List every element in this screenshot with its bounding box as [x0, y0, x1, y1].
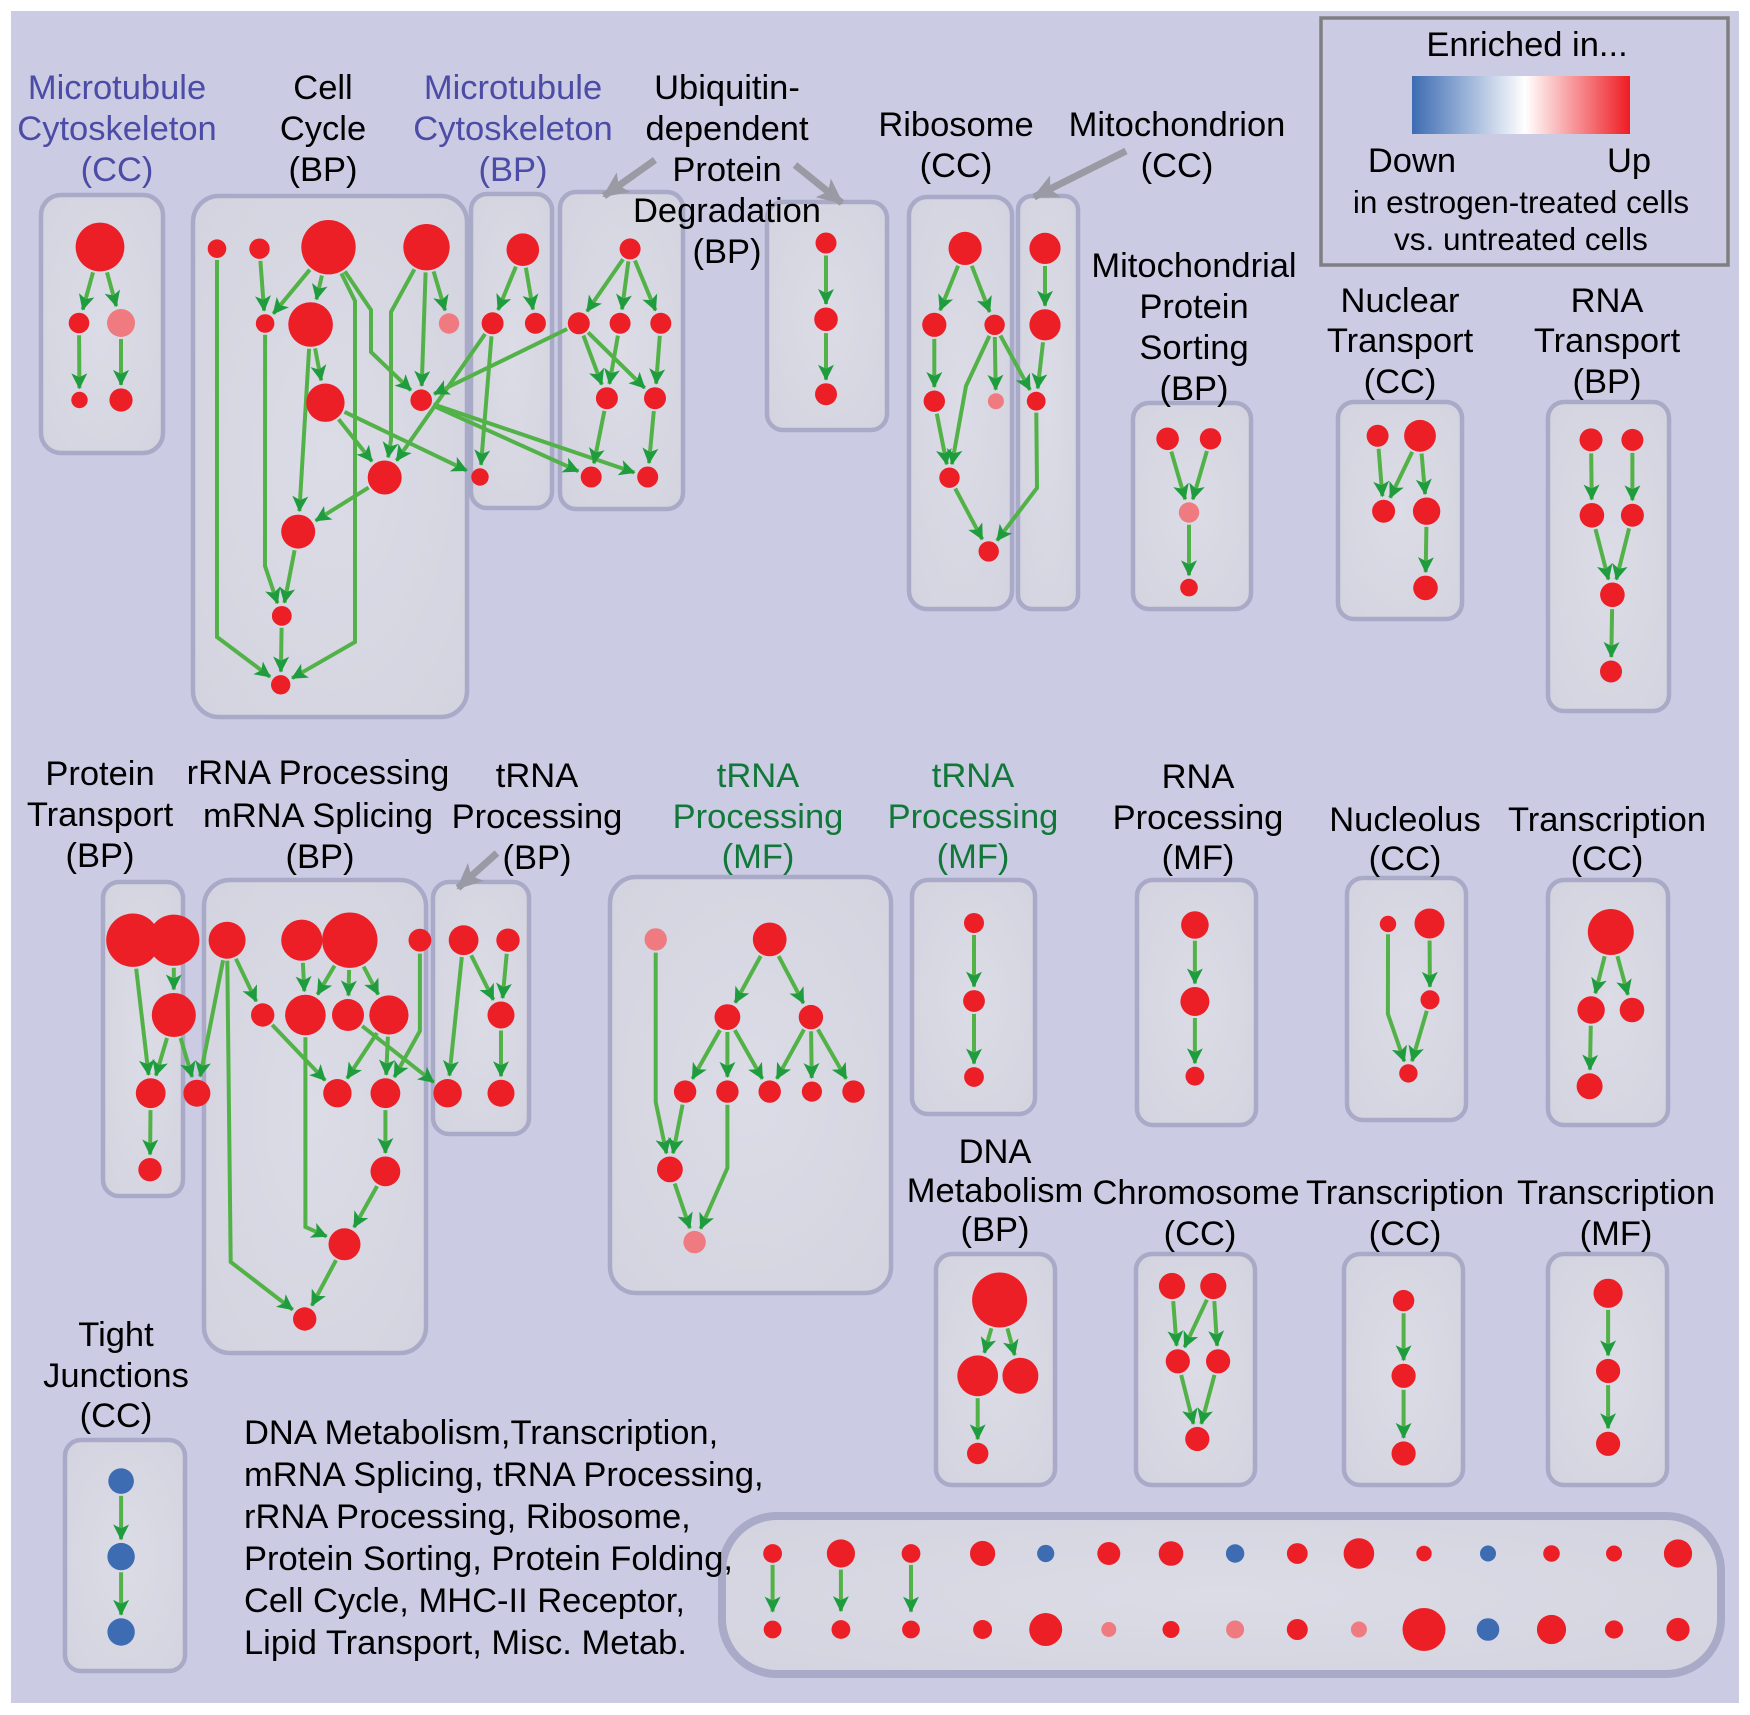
svg-text:Cell: Cell — [293, 69, 352, 107]
svg-text:Processing: Processing — [673, 798, 844, 836]
svg-text:(BP): (BP) — [479, 151, 548, 189]
svg-text:Metabolism: Metabolism — [907, 1172, 1083, 1210]
svg-text:(CC): (CC) — [1364, 363, 1437, 401]
svg-text:Ribosome: Ribosome — [878, 106, 1033, 144]
svg-text:(BP): (BP) — [1573, 363, 1642, 401]
svg-text:(BP): (BP) — [1160, 370, 1229, 408]
svg-text:Microtubule: Microtubule — [28, 69, 206, 107]
svg-text:rRNA Processing, Ribosome,: rRNA Processing, Ribosome, — [244, 1498, 691, 1536]
svg-text:(CC): (CC) — [1571, 840, 1644, 878]
svg-text:(MF): (MF) — [1162, 839, 1235, 877]
svg-text:Protein: Protein — [45, 755, 154, 793]
svg-text:Cytoskeleton: Cytoskeleton — [17, 110, 216, 148]
svg-text:Nuclear: Nuclear — [1341, 282, 1460, 320]
svg-text:in estrogen-treated cells: in estrogen-treated cells — [1353, 184, 1689, 220]
svg-text:rRNA Processing: rRNA Processing — [187, 754, 450, 792]
svg-text:Tight: Tight — [78, 1316, 154, 1354]
svg-text:Sorting: Sorting — [1139, 329, 1248, 367]
svg-text:Cell Cycle, MHC-II Receptor,: Cell Cycle, MHC-II Receptor, — [244, 1582, 685, 1620]
svg-text:Ubiquitin-: Ubiquitin- — [654, 69, 800, 107]
svg-text:(CC): (CC) — [81, 151, 154, 189]
svg-text:vs. untreated cells: vs. untreated cells — [1394, 221, 1648, 257]
svg-text:Transcription: Transcription — [1508, 801, 1706, 839]
svg-text:Degradation: Degradation — [633, 192, 821, 230]
svg-text:Processing: Processing — [452, 798, 623, 836]
svg-text:(BP): (BP) — [286, 838, 355, 876]
svg-text:Transport: Transport — [1534, 322, 1681, 360]
svg-text:Protein: Protein — [672, 151, 781, 189]
svg-text:Processing: Processing — [1113, 799, 1284, 837]
svg-text:(CC): (CC) — [1164, 1215, 1237, 1253]
svg-text:(BP): (BP) — [66, 837, 135, 875]
svg-text:RNA: RNA — [1162, 758, 1235, 796]
svg-text:(MF): (MF) — [1580, 1215, 1653, 1253]
svg-text:(CC): (CC) — [1369, 840, 1442, 878]
svg-text:DNA Metabolism,Transcription,: DNA Metabolism,Transcription, — [244, 1414, 718, 1452]
svg-text:(BP): (BP) — [503, 839, 572, 877]
svg-text:Transport: Transport — [27, 796, 174, 834]
svg-text:DNA: DNA — [959, 1133, 1032, 1171]
svg-text:Mitochondrial: Mitochondrial — [1091, 247, 1296, 285]
svg-text:(CC): (CC) — [920, 147, 993, 185]
svg-text:mRNA Splicing, tRNA Processing: mRNA Splicing, tRNA Processing, — [244, 1456, 764, 1494]
svg-text:Transcription: Transcription — [1517, 1174, 1715, 1212]
svg-text:Mitochondrion: Mitochondrion — [1069, 106, 1286, 144]
svg-text:Protein: Protein — [1139, 288, 1248, 326]
svg-text:Cycle: Cycle — [280, 110, 366, 148]
svg-text:Enriched in...: Enriched in... — [1426, 26, 1627, 64]
svg-text:Protein Sorting, Protein Foldi: Protein Sorting, Protein Folding, — [244, 1540, 733, 1578]
svg-text:Microtubule: Microtubule — [424, 69, 602, 107]
svg-text:Down: Down — [1368, 142, 1456, 180]
svg-text:(CC): (CC) — [1141, 147, 1214, 185]
svg-text:RNA: RNA — [1571, 282, 1644, 320]
svg-text:tRNA: tRNA — [932, 757, 1014, 795]
svg-text:Up: Up — [1607, 142, 1651, 180]
svg-text:Processing: Processing — [888, 798, 1059, 836]
svg-text:(BP): (BP) — [289, 151, 358, 189]
svg-text:mRNA Splicing: mRNA Splicing — [203, 797, 433, 835]
svg-text:(BP): (BP) — [961, 1211, 1030, 1249]
svg-text:Junctions: Junctions — [43, 1357, 189, 1395]
svg-text:tRNA: tRNA — [496, 757, 578, 795]
svg-text:(MF): (MF) — [937, 838, 1010, 876]
svg-text:Lipid Transport, Misc. Metab.: Lipid Transport, Misc. Metab. — [244, 1624, 687, 1662]
svg-text:(MF): (MF) — [722, 838, 795, 876]
svg-text:(CC): (CC) — [1369, 1215, 1442, 1253]
svg-text:Chromosome: Chromosome — [1092, 1174, 1299, 1212]
svg-text:(CC): (CC) — [80, 1397, 153, 1435]
svg-text:Nucleolus: Nucleolus — [1329, 801, 1481, 839]
svg-text:Transcription: Transcription — [1306, 1174, 1504, 1212]
svg-text:dependent: dependent — [645, 110, 808, 148]
svg-text:(BP): (BP) — [693, 233, 762, 271]
svg-text:tRNA: tRNA — [717, 757, 799, 795]
svg-text:Transport: Transport — [1327, 322, 1474, 360]
svg-text:Cytoskeleton: Cytoskeleton — [413, 110, 612, 148]
